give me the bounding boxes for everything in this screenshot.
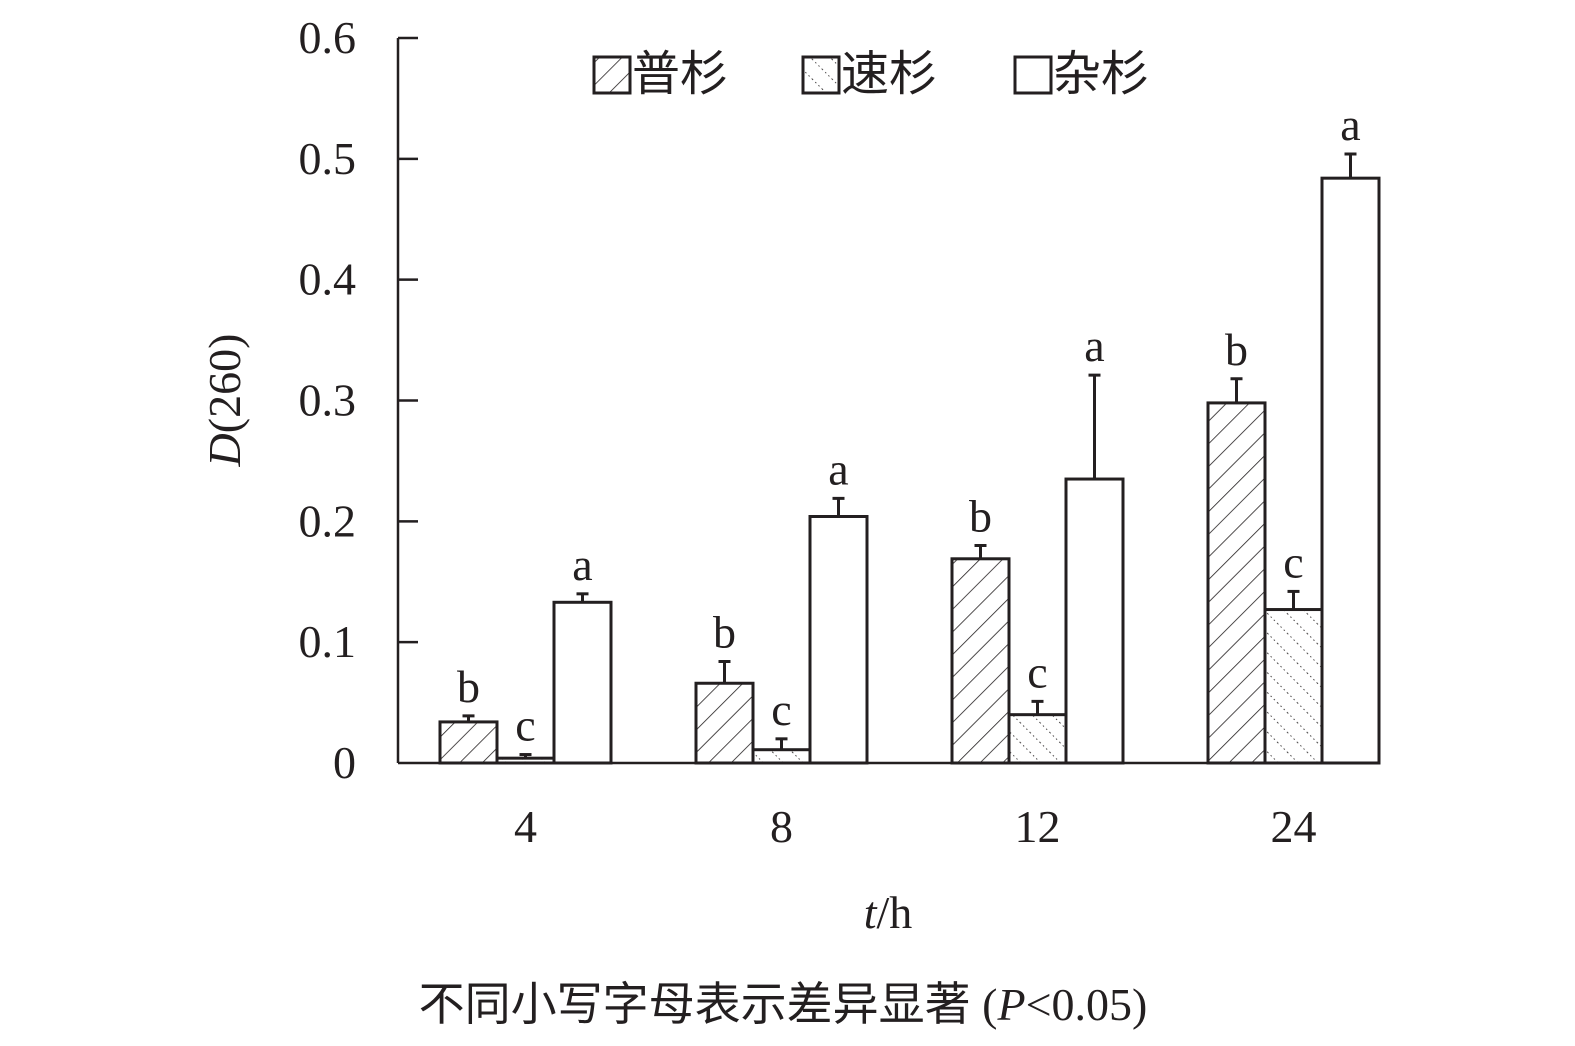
significance-letter: b [969,491,992,542]
bar [1064,477,1125,765]
bar [1206,401,1267,765]
y-tick-label: 0.5 [299,133,357,184]
significance-letter: b [713,607,736,658]
bar [950,557,1011,765]
x-axis-label: t/h [864,887,913,938]
bar [1320,176,1381,765]
legend-swatch [801,55,841,95]
x-tick-label: 24 [1271,801,1317,852]
y-axis-label: D(260) [199,334,250,468]
bar [1007,713,1068,765]
bar [438,720,499,765]
bar [552,600,613,765]
y-tick-label: 0.3 [299,375,357,426]
significance-letter: a [1340,99,1360,150]
y-tick-label: 0.4 [299,254,357,305]
bar [808,515,869,765]
significance-letter: a [572,539,592,590]
footnote: 不同小写字母表示差异显著 (P<0.05) [419,979,1148,1030]
legend-label: 速杉 [841,48,937,101]
significance-letter: b [1225,324,1248,375]
legend-label: 普杉 [632,48,728,101]
legend-swatch [592,55,632,95]
significance-letter: c [515,700,535,751]
significance-letter: c [1283,536,1303,587]
significance-letter: b [457,661,480,712]
y-tick-label: 0 [333,737,356,788]
bar [694,681,755,765]
significance-letter: a [828,443,848,494]
significance-letter: c [771,684,791,735]
legend-swatch [1013,55,1053,95]
x-tick-label: 8 [770,801,793,852]
x-tick-label: 12 [1015,801,1061,852]
y-tick-label: 0.2 [299,495,357,546]
bar [751,748,812,765]
y-tick-label: 0.1 [299,616,357,667]
bar [1263,608,1324,765]
x-tick-label: 4 [514,801,537,852]
legend-label: 杂杉 [1053,48,1149,101]
y-tick-label: 0.6 [299,12,357,63]
significance-letter: c [1027,646,1047,697]
significance-letter: a [1084,320,1104,371]
